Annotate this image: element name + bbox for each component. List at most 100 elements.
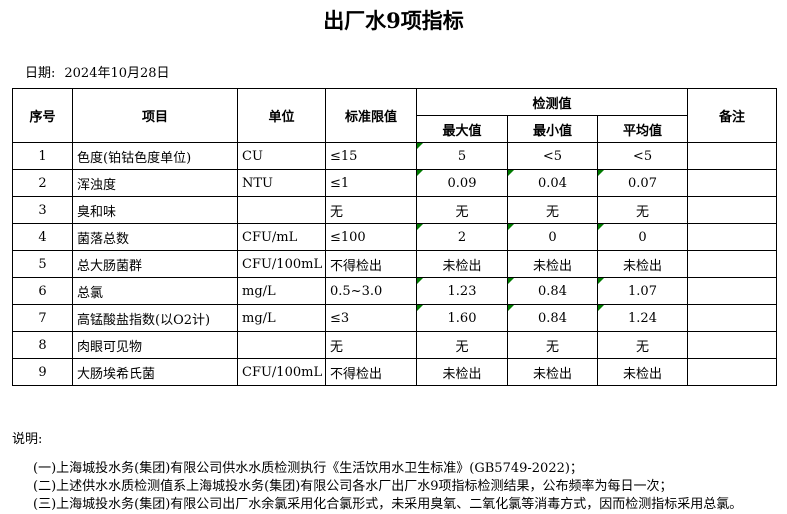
excel-flag-icon: [417, 278, 423, 284]
excel-flag-icon: [598, 278, 604, 284]
col-header-detection: 检测值: [415, 88, 689, 116]
cell-limit: 不得检出: [325, 250, 417, 278]
cell-value: 0.09: [447, 175, 477, 191]
excel-flag-icon: [417, 170, 423, 176]
table-row: 9 大肠埃希氏菌 CFU/100mL 不得检出 未检出 未检出 未检出: [12, 358, 778, 386]
cell-value: 无: [545, 339, 559, 355]
note-line: (三)上海城投水务(集团)有限公司出厂水余氯采用化合氯形式，未采用臭氧、二氧化氯…: [33, 497, 743, 512]
cell-value: 未检出: [442, 366, 482, 382]
cell-index: 3: [12, 196, 73, 224]
cell-value: 0.07: [628, 175, 657, 191]
cell-value: ≤100: [330, 229, 366, 245]
cell-value: 7: [38, 310, 47, 326]
cell-value: 0: [638, 229, 647, 245]
table-header: 序号 项目 单位 标准限值 检测值 备注 最大值 最小值 平均值: [12, 88, 778, 143]
cell-item: 总大肠菌群: [72, 250, 238, 278]
cell-value: CFU/100mL: [242, 256, 323, 272]
cell-item: 菌落总数: [72, 223, 238, 251]
cell-avg: 0: [596, 223, 689, 251]
cell-index: 2: [12, 169, 73, 197]
cell-index: 8: [12, 331, 73, 359]
table-row: 1 色度(铂钴色度单位) CU ≤15 5 <5 <5: [12, 142, 778, 170]
cell-item: 肉眼可见物: [72, 331, 238, 359]
cell-avg: 无: [596, 331, 689, 359]
cell-limit: 无: [325, 196, 417, 224]
cell-value: 无: [636, 339, 650, 355]
cell-unit: CFU/100mL: [237, 358, 326, 386]
table-row: 6 总氯 mg/L 0.5~3.0 1.23 0.84 1.07: [12, 277, 778, 305]
cell-limit: ≤100: [325, 223, 417, 251]
cell-value: 不得检出: [330, 258, 383, 274]
cell-limit: ≤15: [325, 142, 417, 170]
cell-index: 6: [12, 277, 73, 305]
cell-remark: [687, 250, 778, 278]
excel-flag-icon: [417, 305, 423, 311]
cell-value: mg/L: [242, 310, 276, 326]
cell-unit: [237, 196, 326, 224]
cell-unit: CFU/100mL: [237, 250, 326, 278]
cell-limit: 0.5~3.0: [325, 277, 417, 305]
cell-value: 6: [38, 283, 47, 299]
table-row: 7 高锰酸盐指数(以O2计) mg/L ≤3 1.60 0.84 1.24: [12, 304, 778, 332]
cell-max: 无: [416, 331, 508, 359]
cell-remark: [687, 277, 778, 305]
cell-index: 9: [12, 358, 73, 386]
cell-value: NTU: [242, 175, 274, 191]
cell-value: 不得检出: [330, 366, 383, 382]
cell-remark: [687, 304, 778, 332]
excel-flag-icon: [598, 305, 604, 311]
cell-remark: [687, 169, 778, 197]
cell-value: 未检出: [532, 366, 572, 382]
cell-remark: [687, 142, 778, 170]
cell-value: 3: [38, 202, 47, 218]
cell-index: 5: [12, 250, 73, 278]
cell-value: 无: [455, 339, 469, 355]
cell-limit: 不得检出: [325, 358, 417, 386]
report-date: 日期: 2024年10月28日: [25, 62, 787, 81]
col-header-max: 最大值: [416, 115, 508, 143]
excel-flag-icon: [598, 170, 604, 176]
cell-value: 1.23: [447, 283, 477, 299]
cell-max: 未检出: [416, 358, 508, 386]
cell-unit: mg/L: [237, 277, 326, 305]
report-date-value: 2024年10月28日: [64, 66, 170, 81]
cell-unit: mg/L: [237, 304, 326, 332]
cell-index: 4: [12, 223, 73, 251]
cell-value: 1.07: [628, 283, 657, 299]
cell-item: 臭和味: [72, 196, 238, 224]
col-header-min: 最小值: [507, 115, 598, 143]
cell-limit: 无: [325, 331, 417, 359]
cell-remark: [687, 223, 778, 251]
cell-value: <5: [542, 148, 563, 164]
cell-value: 大肠埃希氏菌: [77, 366, 156, 382]
cell-value: 8: [38, 337, 47, 353]
table-row: 4 菌落总数 CFU/mL ≤100 2 0 0: [12, 223, 778, 251]
cell-value: CFU/100mL: [242, 364, 323, 380]
cell-item: 浑浊度: [72, 169, 238, 197]
cell-unit: CFU/mL: [237, 223, 326, 251]
cell-value: 1: [38, 148, 47, 164]
cell-value: 1.24: [628, 310, 657, 326]
page-title: 出厂水9项指标: [323, 8, 464, 33]
cell-limit: ≤1: [325, 169, 417, 197]
cell-unit: NTU: [237, 169, 326, 197]
cell-value: <5: [632, 148, 653, 164]
cell-value: 色度(铂钴色度单位): [77, 150, 192, 166]
excel-flag-icon: [508, 278, 514, 284]
excel-flag-icon: [508, 170, 514, 176]
cell-remark: [687, 358, 778, 386]
cell-value: 2: [457, 229, 467, 245]
cell-value: 2: [38, 175, 47, 191]
cell-value: CFU/mL: [242, 229, 298, 245]
cell-value: 菌落总数: [77, 231, 130, 247]
cell-value: 无: [330, 339, 344, 355]
cell-value: 无: [545, 204, 559, 220]
cell-max: 0.09: [416, 169, 508, 197]
cell-max: 无: [416, 196, 508, 224]
cell-min: 0: [507, 223, 598, 251]
notes-label: 说明:: [12, 432, 43, 447]
cell-min: 0.84: [507, 277, 598, 305]
cell-item: 色度(铂钴色度单位): [72, 142, 238, 170]
cell-min: 未检出: [507, 358, 598, 386]
cell-value: 未检出: [623, 258, 663, 274]
